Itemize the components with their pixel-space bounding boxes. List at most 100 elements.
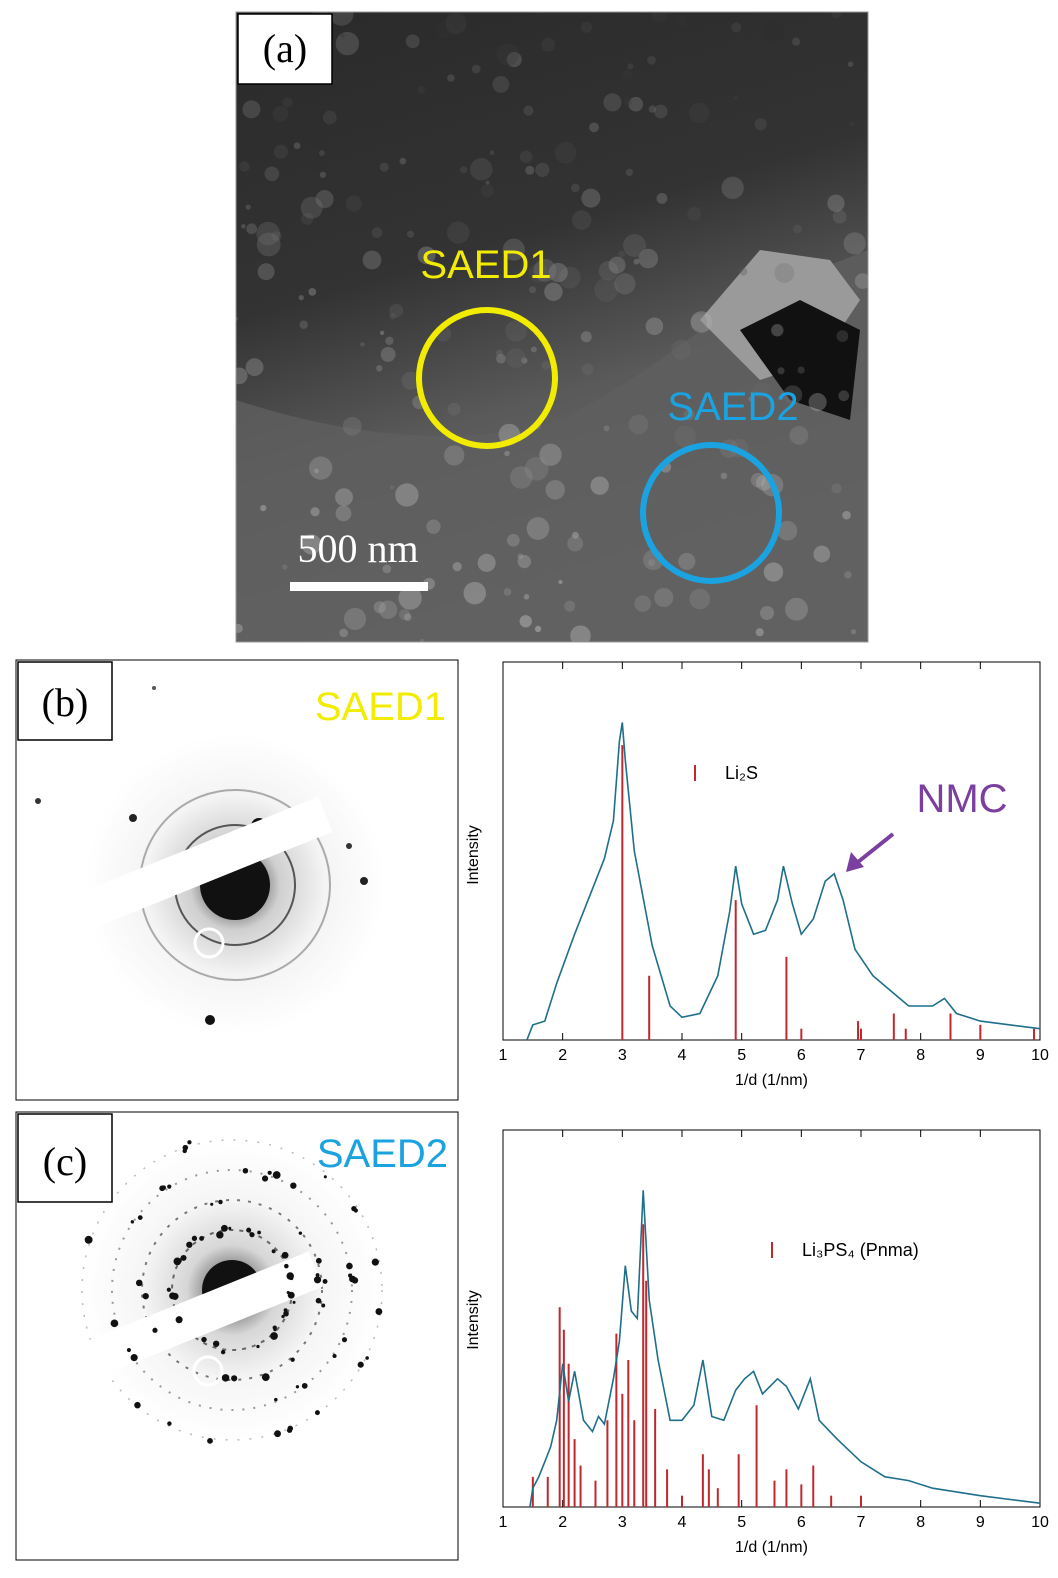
pattern-title: SAED1 [315,685,446,729]
texture [827,194,845,212]
x-tick-label: 5 [737,1514,746,1531]
texture [452,561,462,572]
texture [301,534,322,555]
texture [245,204,251,210]
texture [648,559,656,567]
texture [618,250,626,258]
texture [525,165,535,175]
texture [838,390,850,402]
x-tick-label: 2 [558,1047,567,1064]
texture [570,625,591,642]
texture [748,396,754,402]
diffraction-spot [186,1241,193,1248]
x-tick-label: 3 [618,1514,627,1531]
diffraction-spot [290,1182,297,1189]
diffraction-spot [287,1291,295,1299]
texture [395,483,419,507]
texture [678,552,696,570]
x-axis-label: 1/d (1/nm) [735,1539,808,1556]
diffraction-spot [142,1292,149,1300]
texture [687,206,702,221]
texture [528,263,548,283]
x-tick-label: 4 [678,1047,687,1064]
texture [417,246,436,265]
diffraction-spot [298,1231,303,1235]
texture [335,505,352,522]
texture [242,100,261,119]
x-axis-label: 1/d (1/nm) [735,1072,808,1089]
diffraction-spot [220,1224,228,1232]
diffraction-spot [180,1254,187,1261]
diffraction-spot [321,1303,326,1308]
texture [688,102,710,124]
diffraction-spot [270,1332,278,1340]
texture [648,105,657,113]
diffraction-spot [187,1140,192,1145]
texture [813,545,831,563]
diffraction-spot [271,1249,276,1254]
texture [571,531,579,539]
texture [623,97,632,106]
texture [378,600,398,619]
texture [340,33,345,38]
texture [444,445,465,466]
texture [755,628,764,637]
texture [492,76,510,93]
diffraction-spot [218,1199,223,1205]
texture [572,210,592,230]
texture [273,144,289,159]
diffraction-spot [323,1175,327,1179]
texture [401,371,420,390]
diffraction-spot [134,1401,141,1409]
y-axis-label: Intensity [465,1290,482,1350]
texture [406,230,415,238]
x-tick-label: 7 [857,1514,866,1531]
texture [589,122,599,133]
tem-image [236,12,868,642]
diffraction-spot [221,1374,230,1382]
diffraction-spot [272,1171,281,1179]
diffraction-spot [130,1220,135,1224]
texture [477,553,496,572]
texture [502,238,525,261]
texture [750,472,766,488]
texture [495,349,503,357]
plot-frame [502,661,1041,1041]
texture [760,605,775,620]
diffraction-spot [169,1292,176,1300]
texture [385,336,394,345]
texture [785,597,808,621]
x-tick-label: 10 [1031,1514,1049,1531]
texture [535,162,550,178]
diffraction-spot [152,1327,158,1333]
texture [339,628,349,638]
texture [489,150,495,155]
texture [777,367,785,375]
diffraction-spot [182,1148,187,1154]
diffraction-spot [353,1208,358,1213]
x-tick-label: 7 [857,1047,866,1064]
texture [558,579,563,585]
texture [842,510,851,520]
diffraction-spot [341,1337,348,1343]
texture [496,353,506,364]
texture [850,629,857,635]
texture [622,69,633,80]
x-tick-label: 6 [797,1514,806,1531]
texture [690,313,708,331]
x-tick-label: 10 [1031,1047,1049,1064]
diffraction-spot [216,1231,224,1239]
texture [720,472,728,480]
label-box [17,661,113,741]
diffraction-spot [167,1421,172,1426]
legend-label: Li₃PS₄ (Pnma) [802,1240,919,1260]
diffraction-spot [283,1310,289,1317]
scale-bar [290,582,428,591]
diffraction-spot [332,1353,337,1359]
texture [506,348,526,369]
texture [319,150,325,156]
texture [761,20,785,43]
texture [832,209,847,224]
texture [526,517,550,540]
